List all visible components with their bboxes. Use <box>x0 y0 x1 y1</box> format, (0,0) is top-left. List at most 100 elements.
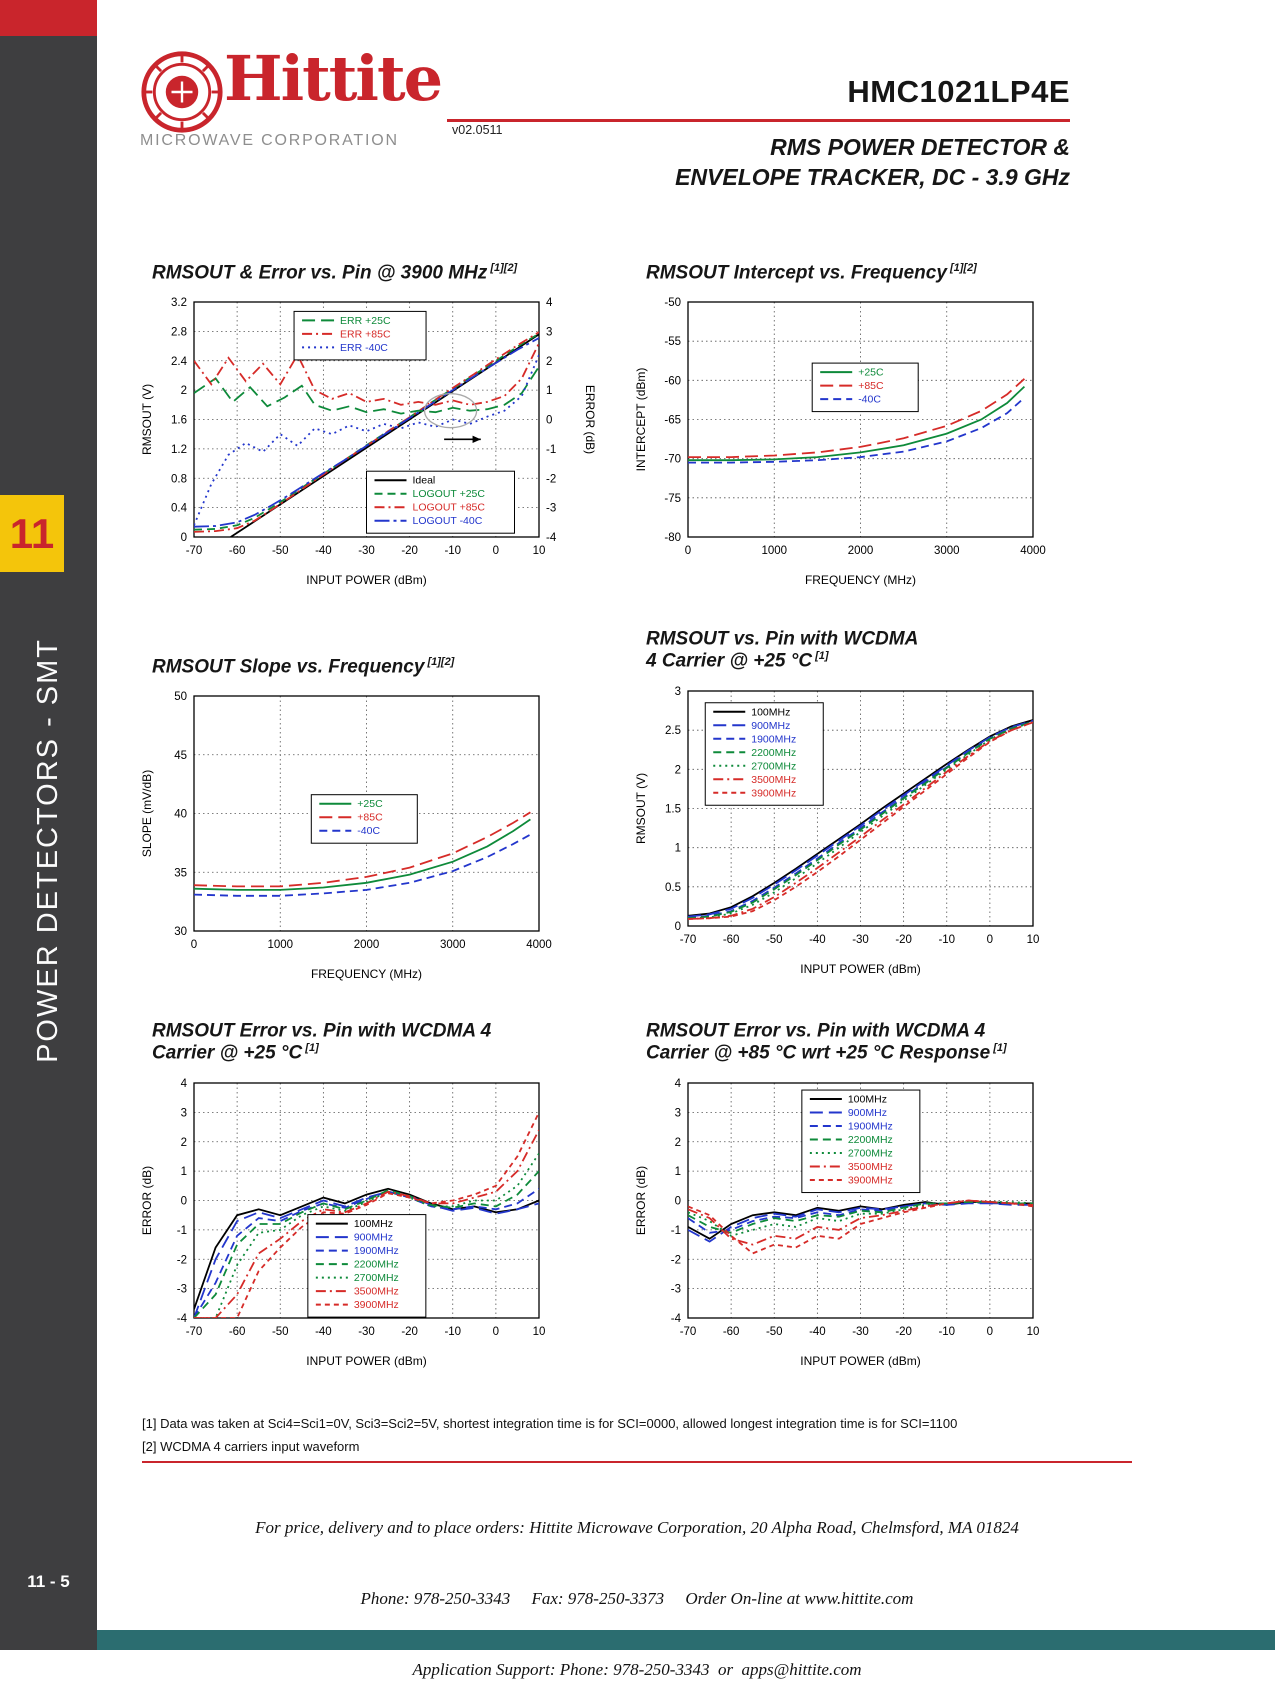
svg-text:+25C: +25C <box>858 367 884 379</box>
svg-text:-20: -20 <box>401 545 418 557</box>
svg-text:3: 3 <box>675 1107 681 1119</box>
svg-text:-50: -50 <box>664 297 681 309</box>
svg-text:-1: -1 <box>177 1225 187 1237</box>
svg-text:3: 3 <box>181 1107 187 1119</box>
svg-text:INPUT POWER (dBm): INPUT POWER (dBm) <box>800 1354 920 1368</box>
footer-rule <box>142 1461 1132 1463</box>
svg-text:-70: -70 <box>186 1326 203 1338</box>
footer-line-2: Phone: 978-250-3343 Fax: 978-250-3373 Or… <box>360 1588 914 1608</box>
svg-text:ERROR (dB): ERROR (dB) <box>634 1165 648 1234</box>
svg-text:4: 4 <box>181 1078 188 1090</box>
svg-text:1900MHz: 1900MHz <box>354 1245 399 1257</box>
svg-text:3500MHz: 3500MHz <box>354 1285 399 1297</box>
svg-text:-4: -4 <box>671 1313 682 1325</box>
svg-text:RMSOUT (V): RMSOUT (V) <box>140 384 154 455</box>
svg-text:+25C: +25C <box>357 799 383 811</box>
svg-text:-30: -30 <box>852 1326 869 1338</box>
svg-text:0: 0 <box>675 1195 681 1207</box>
chart-rmsout-slope-vs-frequency: RMSOUT Slope vs. Frequency [1][2] 0 1000 2… <box>138 656 553 992</box>
chart-canvas: -70 -60 -50 -40 -30 -20 -10 0 10 0 0.5 1 1.5 2 2.5 3 INP… <box>632 679 1047 987</box>
svg-text:-2: -2 <box>546 474 556 486</box>
svg-text:-75: -75 <box>664 493 681 505</box>
svg-text:-60: -60 <box>229 545 246 557</box>
svg-text:0: 0 <box>493 1326 499 1338</box>
svg-text:-20: -20 <box>895 1326 912 1338</box>
svg-text:FREQUENCY (MHz): FREQUENCY (MHz) <box>311 967 422 981</box>
svg-text:ERR +25C: ERR +25C <box>340 315 391 327</box>
chapter-tab: 11 <box>0 495 64 572</box>
svg-text:2700MHz: 2700MHz <box>848 1147 893 1159</box>
svg-text:-50: -50 <box>766 1326 783 1338</box>
svg-text:1.5: 1.5 <box>665 803 681 815</box>
svg-text:2: 2 <box>675 764 681 776</box>
svg-text:2.8: 2.8 <box>171 327 187 339</box>
svg-text:INPUT POWER (dBm): INPUT POWER (dBm) <box>306 573 426 587</box>
chart-rmsout-intercept-vs-frequency: RMSOUT Intercept vs. Frequency [1][2] 0 1… <box>632 262 1047 598</box>
svg-text:-20: -20 <box>895 934 912 946</box>
svg-text:-3: -3 <box>177 1283 187 1295</box>
svg-text:2.5: 2.5 <box>665 725 681 737</box>
svg-text:3900MHz: 3900MHz <box>848 1174 893 1186</box>
sidebar-category-label: POWER DETECTORS - SMT <box>32 637 64 1063</box>
svg-text:-3: -3 <box>671 1283 681 1295</box>
svg-text:10: 10 <box>533 1326 546 1338</box>
page-number: 11 - 5 <box>27 1572 70 1591</box>
bottom-accent-bar <box>97 1630 1275 1650</box>
sidebar-red-accent <box>0 0 97 36</box>
svg-text:3900MHz: 3900MHz <box>751 787 796 799</box>
svg-text:-40C: -40C <box>858 394 881 406</box>
chart-canvas: 0 1000 2000 3000 4000 -80 -75 -70 -65 -60 -55 -50 FR… <box>632 290 1047 598</box>
chart-rmsout-error-vs-pin-wcdma-25c: RMSOUT Error vs. Pin with WCDMA 4 Carrier… <box>138 1020 553 1379</box>
svg-text:100MHz: 100MHz <box>848 1093 887 1105</box>
svg-text:0: 0 <box>546 415 552 427</box>
document-subtitle: RMS POWER DETECTOR & ENVELOPE TRACKER, D… <box>450 132 1070 193</box>
svg-text:-40: -40 <box>809 934 826 946</box>
svg-text:900MHz: 900MHz <box>354 1231 393 1243</box>
svg-text:1.6: 1.6 <box>171 415 187 427</box>
sidebar-category: POWER DETECTORS - SMT <box>0 590 97 1110</box>
svg-text:1.2: 1.2 <box>171 444 187 456</box>
svg-text:100MHz: 100MHz <box>354 1218 393 1230</box>
svg-text:-55: -55 <box>664 336 681 348</box>
svg-text:45: 45 <box>174 750 187 762</box>
svg-text:0: 0 <box>675 921 681 933</box>
svg-text:3000: 3000 <box>934 545 960 557</box>
svg-text:1000: 1000 <box>761 545 787 557</box>
svg-text:0: 0 <box>191 939 197 951</box>
svg-text:10: 10 <box>1027 1326 1040 1338</box>
svg-text:0: 0 <box>181 532 187 544</box>
svg-text:2: 2 <box>546 356 552 368</box>
svg-text:+85C: +85C <box>357 812 383 824</box>
svg-text:900MHz: 900MHz <box>848 1107 887 1119</box>
hittite-logo: Hittite MICROWAVE CORPORATION <box>140 42 460 150</box>
svg-text:0.4: 0.4 <box>171 503 188 515</box>
svg-text:-30: -30 <box>358 1326 375 1338</box>
svg-text:-1: -1 <box>671 1225 681 1237</box>
chart-canvas: -70 -60 -50 -40 -30 -20 -10 0 10 -4 -3 -2 -1 0 1 2 3 4 INP… <box>138 1071 553 1379</box>
svg-text:ERROR (dB): ERROR (dB) <box>140 1165 154 1234</box>
svg-text:1: 1 <box>181 1166 187 1178</box>
svg-text:-4: -4 <box>177 1313 188 1325</box>
svg-text:INPUT POWER (dBm): INPUT POWER (dBm) <box>800 962 920 976</box>
svg-text:-40: -40 <box>315 545 332 557</box>
svg-text:900MHz: 900MHz <box>751 719 790 731</box>
svg-text:ERROR (dB): ERROR (dB) <box>583 385 595 454</box>
svg-text:2200MHz: 2200MHz <box>848 1134 893 1146</box>
svg-text:-40C: -40C <box>357 826 380 838</box>
svg-text:3000: 3000 <box>440 939 466 951</box>
svg-text:0: 0 <box>987 934 993 946</box>
svg-text:35: 35 <box>174 868 187 880</box>
sidebar: 11 POWER DETECTORS - SMT 11 - 5 <box>0 0 97 1650</box>
svg-text:-30: -30 <box>852 934 869 946</box>
svg-text:4: 4 <box>546 297 553 309</box>
svg-text:LOGOUT -40C: LOGOUT -40C <box>413 516 483 528</box>
svg-text:-30: -30 <box>358 545 375 557</box>
logo-wordmark: Hittite <box>224 42 443 115</box>
chart-canvas: 0 1000 2000 3000 4000 30 35 40 45 50 FREQUENCY (MH… <box>138 684 553 992</box>
svg-text:1900MHz: 1900MHz <box>751 733 796 745</box>
svg-text:30: 30 <box>174 926 187 938</box>
footer: For price, delivery and to place orders:… <box>142 1468 1132 1706</box>
svg-text:-60: -60 <box>229 1326 246 1338</box>
chart-rmsout-error-vs-pin-wcdma-85c: RMSOUT Error vs. Pin with WCDMA 4 Carrier… <box>632 1020 1047 1379</box>
svg-text:0.8: 0.8 <box>171 474 187 486</box>
